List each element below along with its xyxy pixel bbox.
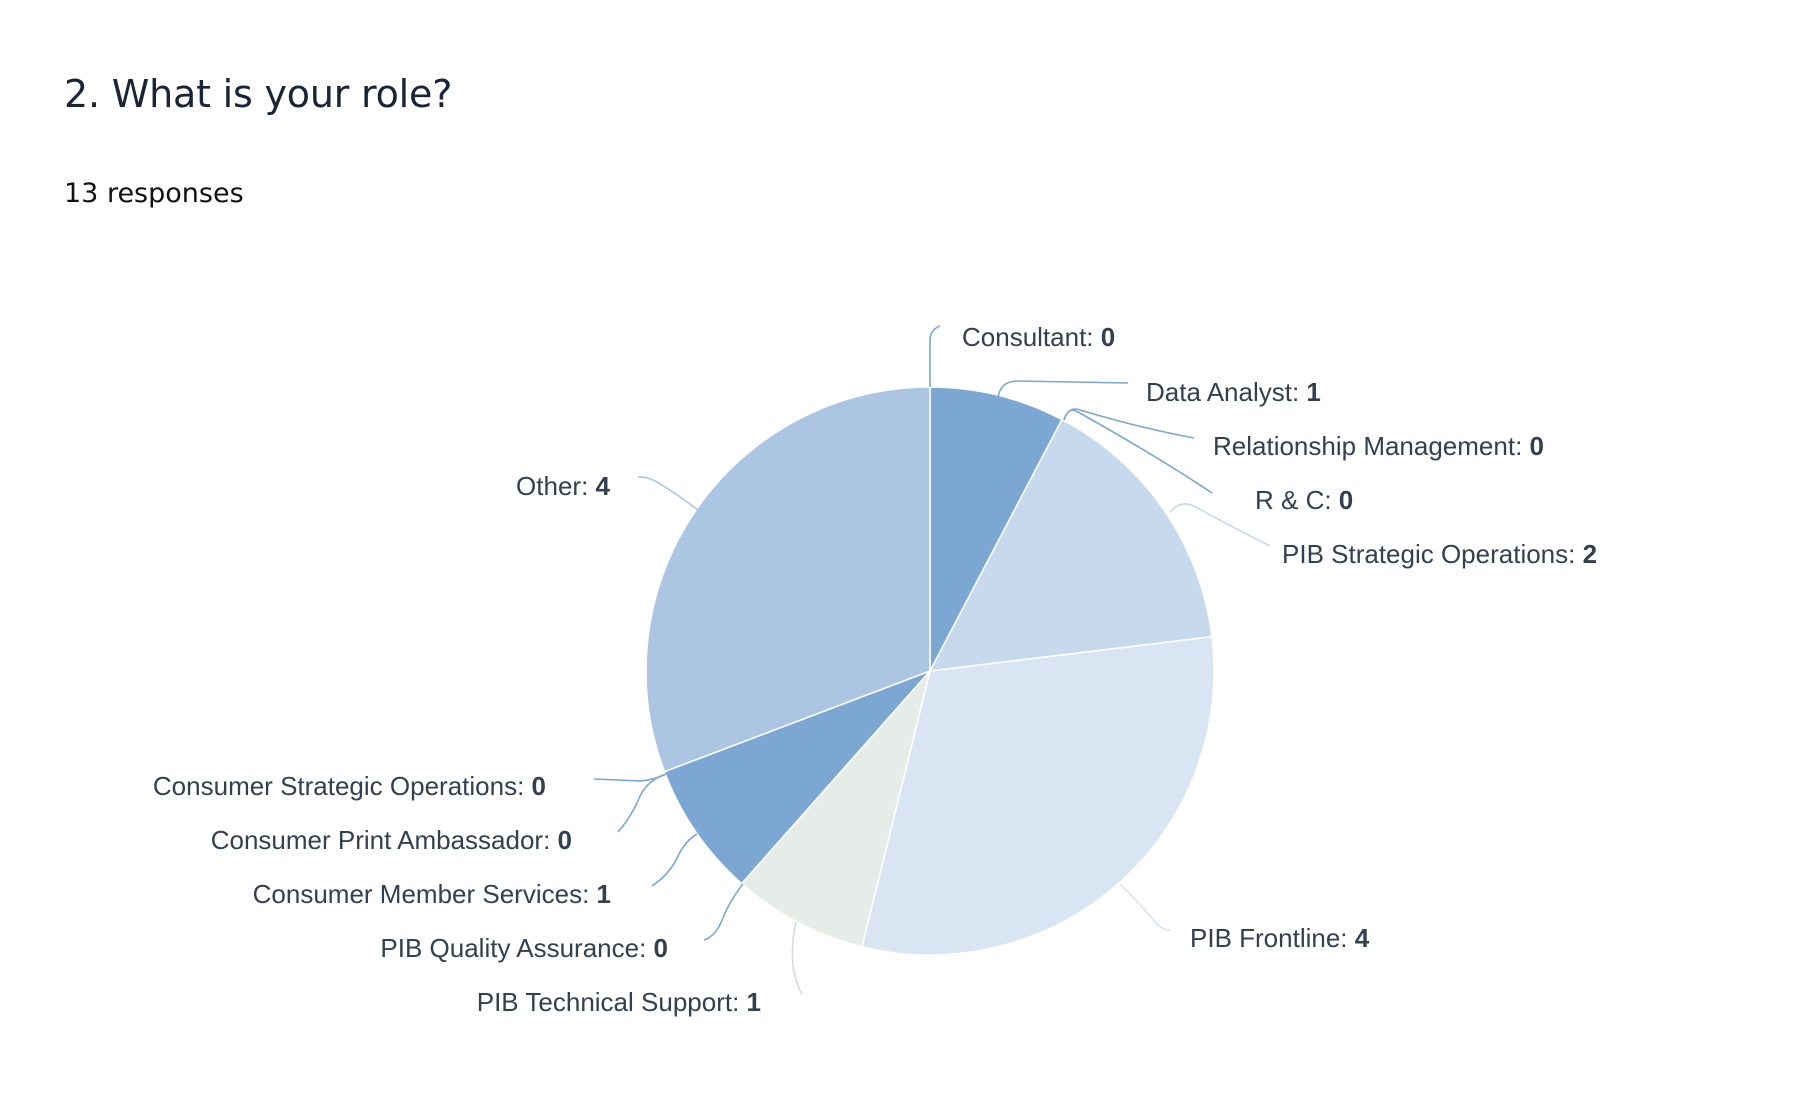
data-label-value: 4 xyxy=(1355,923,1370,953)
data-label-name: Data Analyst: xyxy=(1146,377,1306,407)
data-label-value: 1 xyxy=(1306,377,1320,407)
leader-line-pib-frontline xyxy=(1119,883,1171,931)
data-label-name: Other: xyxy=(516,471,595,501)
data-label-name: Consumer Print Ambassador: xyxy=(211,825,558,855)
data-label-data-analyst: Data Analyst: 1 xyxy=(1146,377,1321,407)
leader-line-pib-quality-assurance xyxy=(703,883,744,941)
data-label-pib-quality-assurance: PIB Quality Assurance: 0 xyxy=(380,933,668,963)
data-label-value: 0 xyxy=(654,933,668,963)
data-label-value: 0 xyxy=(1339,485,1353,515)
pie-slice-pib-frontline[interactable] xyxy=(861,635,1215,956)
pie-slices xyxy=(645,386,1215,956)
data-label-value: 0 xyxy=(558,825,572,855)
leader-line-data-analyst xyxy=(997,380,1129,399)
leader-line-pib-technical-support xyxy=(791,921,803,995)
data-label-value: 1 xyxy=(597,879,611,909)
data-label-other: Other: 4 xyxy=(516,471,610,501)
data-label-name: Consumer Strategic Operations: xyxy=(153,771,532,801)
question-title: 2. What is your role? xyxy=(64,72,453,116)
data-label-name: PIB Strategic Operations: xyxy=(1282,539,1583,569)
data-label-consumer-member-services: Consumer Member Services: 1 xyxy=(253,879,611,909)
data-label-name: PIB Quality Assurance: xyxy=(380,933,653,963)
data-label-name: Consumer Member Services: xyxy=(253,879,597,909)
data-label-consumer-print-ambassador: Consumer Print Ambassador: 0 xyxy=(211,825,572,855)
data-label-consultant: Consultant: 0 xyxy=(962,322,1115,352)
data-label-name: R & C: xyxy=(1255,485,1339,515)
data-label-name: Relationship Management: xyxy=(1213,431,1530,461)
pie-slice-pib-strategic-operations[interactable] xyxy=(928,418,1213,672)
leader-line-consumer-strategic-operations xyxy=(593,773,667,782)
leader-line-consumer-print-ambassador xyxy=(617,773,667,833)
data-label-pib-frontline: PIB Frontline: 4 xyxy=(1190,923,1370,953)
data-label-pib-strategic-operations: PIB Strategic Operations: 2 xyxy=(1282,539,1597,569)
pie-slice-consumer-member-services[interactable] xyxy=(663,670,931,885)
data-label-value: 0 xyxy=(532,771,546,801)
data-label-value: 2 xyxy=(1583,539,1597,569)
data-label-r-and-c: R & C: 0 xyxy=(1255,485,1353,515)
data-label-name: Consultant: xyxy=(962,322,1101,352)
data-label-value: 0 xyxy=(1530,431,1544,461)
pie-leader-lines xyxy=(593,325,1271,995)
data-label-value: 4 xyxy=(596,471,611,501)
data-label-name: PIB Technical Support: xyxy=(477,987,747,1017)
data-label-value: 0 xyxy=(1101,322,1115,352)
leader-line-consultant xyxy=(929,325,941,387)
leader-line-r-and-c xyxy=(1063,409,1213,494)
response-count: 13 responses xyxy=(64,178,244,209)
leader-line-consumer-member-services xyxy=(651,833,698,887)
data-label-pib-technical-support: PIB Technical Support: 1 xyxy=(477,987,761,1017)
leader-line-other xyxy=(637,476,700,512)
pie-data-labels: Consultant: 0 Data Analyst: 1 Relationship… xyxy=(153,322,1597,1017)
leader-line-pib-strategic-operations xyxy=(1169,503,1271,547)
data-label-name: PIB Frontline: xyxy=(1190,923,1355,953)
pie-slice-pib-technical-support[interactable] xyxy=(740,670,931,948)
data-label-relationship-management: Relationship Management: 0 xyxy=(1213,431,1544,461)
data-label-value: 1 xyxy=(747,987,761,1017)
data-label-consumer-strategic-operations: Consumer Strategic Operations: 0 xyxy=(153,771,546,801)
